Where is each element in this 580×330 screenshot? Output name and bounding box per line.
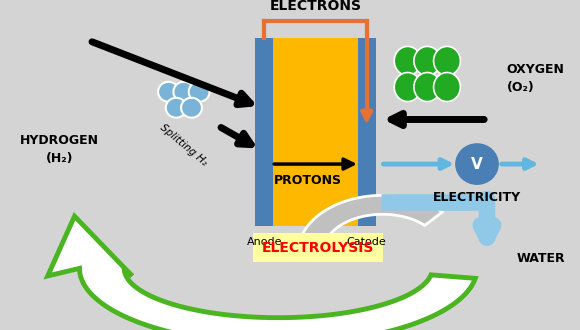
Text: ELECTROLYSIS: ELECTROLYSIS (262, 241, 374, 254)
Text: Anode: Anode (246, 237, 282, 247)
Circle shape (158, 82, 179, 102)
Text: HYDROGEN
(H₂): HYDROGEN (H₂) (20, 134, 99, 165)
Text: OXYGEN
(O₂): OXYGEN (O₂) (507, 63, 565, 94)
Circle shape (455, 143, 499, 185)
Bar (358, 38, 376, 226)
Polygon shape (48, 216, 475, 330)
Ellipse shape (434, 73, 461, 102)
Ellipse shape (394, 47, 421, 76)
Text: Catode: Catode (347, 237, 386, 247)
Text: Splitting H₂: Splitting H₂ (158, 122, 209, 168)
Bar (255, 38, 273, 226)
Ellipse shape (414, 73, 441, 102)
Text: V: V (471, 156, 483, 172)
Text: PROTONS: PROTONS (274, 174, 342, 186)
Ellipse shape (434, 47, 461, 76)
Circle shape (166, 98, 187, 118)
Ellipse shape (394, 73, 421, 102)
Ellipse shape (414, 47, 441, 76)
Circle shape (181, 98, 202, 118)
Circle shape (188, 82, 209, 102)
Bar (253, 233, 383, 262)
Text: ELECTRICITY: ELECTRICITY (433, 191, 521, 204)
Circle shape (173, 82, 194, 102)
Text: ELECTRONS: ELECTRONS (270, 0, 361, 13)
Polygon shape (298, 195, 443, 252)
Bar (269, 38, 362, 226)
Text: WATER: WATER (517, 252, 566, 265)
